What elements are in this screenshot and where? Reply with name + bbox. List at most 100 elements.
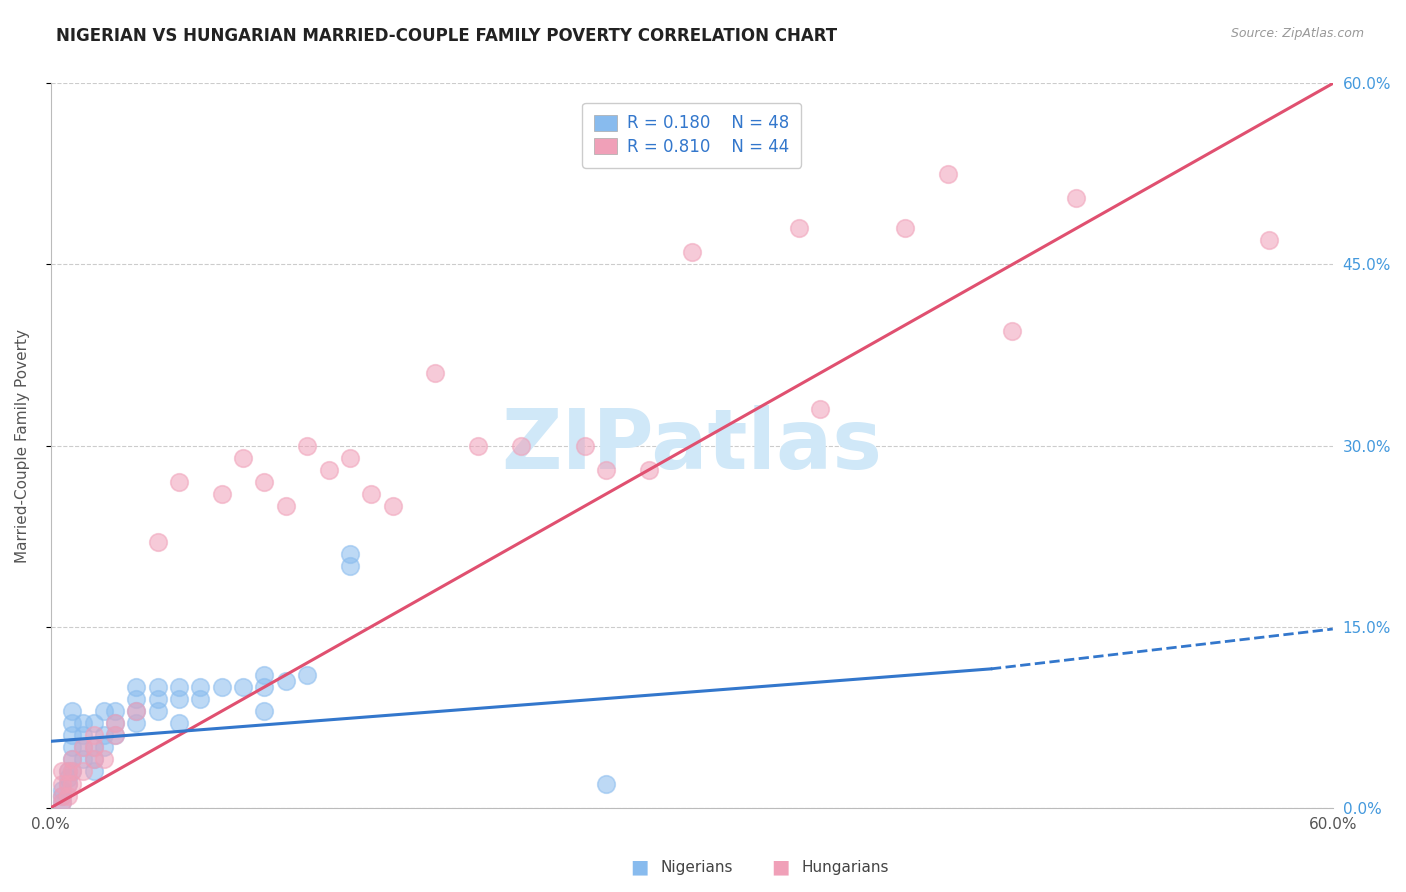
Point [56,764,79,779]
Point [83,716,105,731]
Point [146,535,169,549]
Point [60,704,83,718]
Point [808,402,831,417]
Point [93,752,115,766]
Text: NIGERIAN VS HUNGARIAN MARRIED-COUPLE FAMILY POVERTY CORRELATION CHART: NIGERIAN VS HUNGARIAN MARRIED-COUPLE FAM… [56,27,838,45]
Point [167,680,190,694]
Point [60,752,83,766]
Point [167,692,190,706]
Point [253,704,276,718]
Text: Hungarians: Hungarians [801,860,889,874]
Point [56,776,79,790]
Point [574,439,596,453]
Point [60,728,83,742]
Point [104,716,127,731]
Point [51,795,73,809]
Point [60,764,83,779]
Point [56,776,79,790]
Point [1257,233,1279,247]
Point [595,776,617,790]
Point [339,547,361,561]
Point [787,221,810,235]
Point [72,764,94,779]
Point [72,728,94,742]
Point [1066,191,1088,205]
Point [93,728,115,742]
Point [51,789,73,803]
Point [83,728,105,742]
Point [60,716,83,731]
Point [72,740,94,755]
Point [72,752,94,766]
Point [60,764,83,779]
Text: Source: ZipAtlas.com: Source: ZipAtlas.com [1230,27,1364,40]
Point [93,704,115,718]
Point [104,716,127,731]
Point [83,740,105,755]
Text: ■: ■ [770,857,790,877]
Point [51,782,73,797]
Point [211,487,233,501]
Point [681,245,703,260]
Point [360,487,382,501]
Point [60,752,83,766]
Point [467,439,489,453]
Point [190,692,212,706]
Point [936,167,959,181]
Point [125,692,148,706]
Point [167,475,190,489]
Point [125,704,148,718]
Point [125,704,148,718]
Text: Nigerians: Nigerians [661,860,734,874]
Point [232,450,254,465]
Point [274,673,297,688]
Point [638,463,661,477]
Point [60,740,83,755]
Y-axis label: Married-Couple Family Poverty: Married-Couple Family Poverty [15,328,30,563]
Point [83,752,105,766]
Point [425,366,447,380]
Legend: R = 0.180    N = 48, R = 0.810    N = 44: R = 0.180 N = 48, R = 0.810 N = 44 [582,103,801,168]
Point [146,680,169,694]
Point [60,776,83,790]
Point [51,776,73,790]
Point [51,764,73,779]
Point [297,668,319,682]
Point [253,475,276,489]
Point [211,680,233,694]
Point [339,559,361,574]
Text: ■: ■ [630,857,650,877]
Point [274,499,297,513]
Point [83,740,105,755]
Point [104,704,127,718]
Point [509,439,531,453]
Point [93,740,115,755]
Point [146,692,169,706]
Point [51,795,73,809]
Point [1001,324,1024,338]
Point [381,499,404,513]
Point [56,789,79,803]
Point [232,680,254,694]
Point [253,680,276,694]
Point [318,463,340,477]
Point [297,439,319,453]
Point [72,740,94,755]
Point [51,789,73,803]
Point [190,680,212,694]
Point [595,463,617,477]
Point [83,752,105,766]
Text: ZIPatlas: ZIPatlas [502,405,883,486]
Point [104,728,127,742]
Point [72,716,94,731]
Point [146,704,169,718]
Point [56,764,79,779]
Point [253,668,276,682]
Point [894,221,917,235]
Point [104,728,127,742]
Point [167,716,190,731]
Point [125,680,148,694]
Point [339,450,361,465]
Point [125,716,148,731]
Point [56,771,79,785]
